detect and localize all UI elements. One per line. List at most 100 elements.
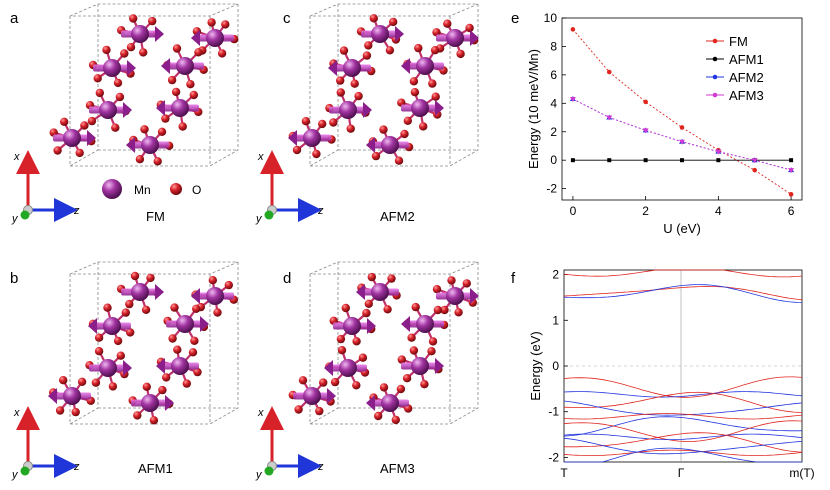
x-axis-title: U (eV) (663, 221, 701, 236)
y-axis-title: Energy (10 meV/Mn) (526, 49, 541, 169)
y-tick-label: -2 (548, 450, 559, 464)
oxygen-atom (94, 333, 104, 342)
manganese-atom (343, 59, 361, 77)
oxygen-atom (129, 14, 138, 23)
oxygen-atom (102, 45, 111, 55)
y-axis-label: y (255, 469, 263, 481)
panel-letter-c: c (283, 10, 291, 27)
oxygen-atom (182, 379, 191, 388)
oxygen-atom (409, 346, 419, 355)
oxygen-atom (190, 336, 199, 345)
oxygen-atom (431, 92, 440, 101)
manganese-atom (99, 101, 117, 119)
oxygen-atom (336, 88, 345, 97)
oxygen-atom (178, 122, 187, 131)
oxygen-atom (330, 377, 340, 387)
oxygen-atom (53, 146, 62, 155)
manganese-atom (339, 101, 357, 119)
oxygen-atom (337, 346, 347, 355)
manganese-atom (206, 29, 224, 47)
y-axis-title: Energy (eV) (528, 331, 543, 400)
oxygen-atom (440, 305, 449, 315)
manganese-atom (339, 359, 357, 377)
oxygen-atom (167, 75, 177, 85)
data-point (788, 168, 795, 174)
oxygen-atom (428, 337, 438, 346)
axis-triad: x z y (11, 406, 80, 481)
unit-cell-box (69, 3, 239, 167)
z-axis-label: z (317, 205, 324, 217)
crystal-structure-panel (48, 261, 239, 425)
oxygen-atom (146, 273, 155, 283)
manganese-atom (176, 315, 194, 333)
oxygen-atom (387, 274, 396, 283)
data-point (751, 158, 758, 164)
spin-arrow-head (155, 284, 164, 300)
oxygen-atom (315, 406, 324, 416)
oxygen-atom (402, 374, 412, 383)
spin-arrow-head (401, 316, 410, 332)
oxygen-atom (125, 299, 134, 309)
manganese-atom (103, 59, 121, 77)
plot-frame (561, 17, 803, 201)
manganese-atom (446, 29, 464, 47)
oxygen-atom (391, 415, 400, 425)
y-tick-label: 1 (552, 313, 559, 327)
manganese-atom (411, 99, 429, 117)
spin-arrow-head (366, 137, 375, 153)
legend-label: AFM2 (729, 70, 764, 85)
spin-arrow-head (191, 30, 200, 46)
oxygen-atom (358, 353, 368, 362)
y-tick-label: 8 (550, 39, 557, 53)
oxygen-atom (103, 303, 112, 312)
oxygen-atom (352, 381, 361, 390)
spin-arrow-head (435, 100, 444, 116)
data-point (570, 158, 575, 163)
legend-marker (712, 92, 718, 98)
oxygen-atom (346, 124, 355, 133)
spin-arrow-head (367, 318, 376, 334)
oxygen-atom (364, 41, 373, 50)
spin-arrow-head (123, 360, 132, 376)
data-point (752, 167, 758, 173)
oxygen-atom (170, 303, 179, 312)
oxygen-atom (341, 303, 350, 313)
atom-legend: Mn O (102, 179, 201, 199)
legend-mn-sphere (102, 179, 122, 199)
data-point (789, 158, 794, 163)
oxygen-atom (362, 308, 371, 318)
manganese-atom (206, 287, 224, 305)
oxygen-atom (135, 155, 145, 164)
oxygen-atom (80, 121, 89, 130)
spin-arrow-head (327, 388, 336, 404)
oxygen-atom (194, 48, 203, 57)
oxygen-atom (126, 328, 135, 337)
x-axis-label: x (257, 407, 264, 419)
spin-arrow-head (126, 137, 135, 153)
oxygen-atom (447, 276, 456, 285)
data-point (606, 115, 613, 121)
x-tick-label: 0 (570, 204, 577, 218)
oxygen-atom (139, 48, 148, 57)
legend-o-label: O (192, 183, 201, 197)
y-tick-label: 2 (552, 268, 559, 282)
oxygen-atom (141, 305, 151, 314)
oxygen-atom (456, 49, 465, 59)
k-point-label: Γ (678, 466, 685, 480)
caption-afm1: AFM1 (138, 461, 173, 476)
oxygen-atom (208, 276, 217, 285)
spin-arrow-head (328, 60, 337, 76)
oxygen-atom (394, 156, 404, 165)
oxygen-atom (153, 157, 162, 166)
manganese-atom (381, 394, 399, 412)
spin-arrow-head (324, 360, 333, 376)
oxygen-atom (186, 80, 195, 89)
y-axis-dot (264, 466, 274, 476)
oxygen-atom (352, 337, 361, 346)
y-tick-label: 6 (550, 68, 557, 82)
oxygen-atom (339, 46, 349, 55)
data-point (679, 125, 685, 130)
legend-marker (712, 74, 718, 80)
oxygen-atom (158, 385, 167, 395)
